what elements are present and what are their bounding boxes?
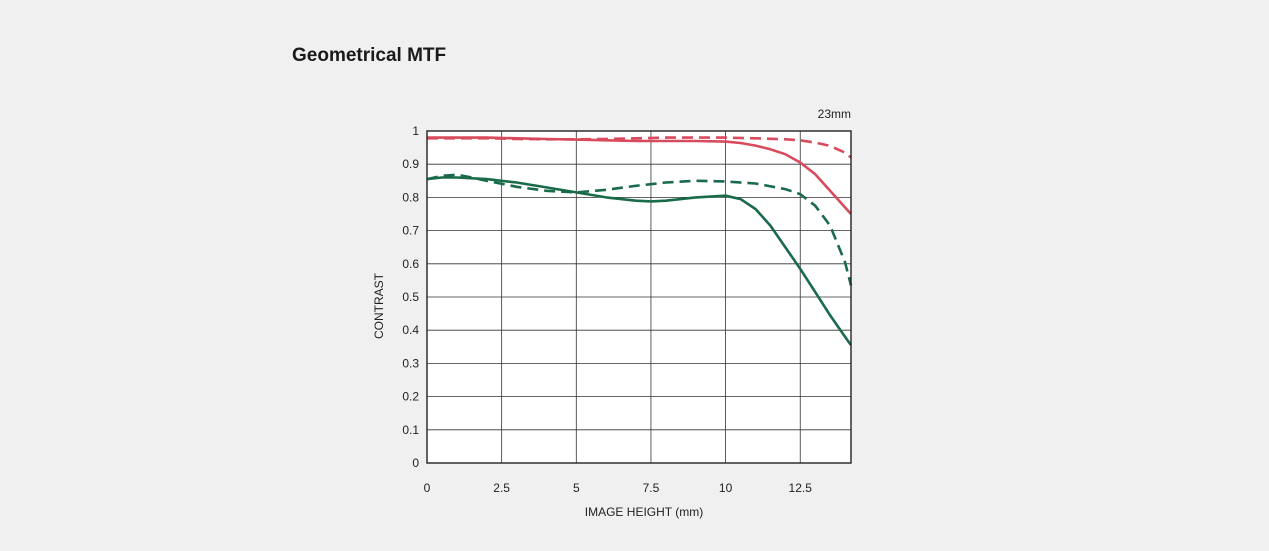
chart-subtitle: 23mm: [818, 107, 851, 121]
y-tick-label: 0.6: [402, 257, 419, 271]
y-tick-label: 0.7: [402, 224, 419, 238]
series-line-3: [426, 176, 853, 346]
series-line-4: [426, 173, 853, 286]
x-tick-label: 7.5: [643, 481, 660, 495]
x-tick-label: 5: [573, 481, 580, 495]
x-tick-label: 10: [719, 481, 733, 495]
y-tick-label: 0.8: [402, 190, 419, 204]
y-tick-label: 0.1: [402, 423, 419, 437]
y-axis-label: CONTRAST: [372, 272, 386, 339]
y-tick-label: 1: [412, 124, 419, 138]
x-tick-label: 2.5: [493, 481, 510, 495]
chart-labels: 23mm IMAGE HEIGHT (mm) CONTRAST 0 0.1 0.2 0…: [372, 107, 851, 519]
y-tick-label: 0.5: [402, 290, 419, 304]
x-tick-label: 0: [424, 481, 431, 495]
y-tick-label: 0.2: [402, 390, 419, 404]
page-title: Geometrical MTF: [292, 45, 447, 66]
y-tick-label: 0.3: [402, 356, 419, 370]
chart-series: [426, 136, 853, 346]
series-line-2: [427, 136, 852, 159]
x-axis-label: IMAGE HEIGHT (mm): [585, 505, 703, 519]
chart-frame: [426, 130, 852, 464]
y-tick-label: 0.4: [402, 323, 419, 337]
chart-grid: [426, 130, 851, 464]
y-tick-label: 0.9: [402, 157, 419, 171]
x-tick-label: 12.5: [789, 481, 813, 495]
y-tick-label: 0: [412, 456, 419, 470]
plot-border: [426, 130, 852, 464]
